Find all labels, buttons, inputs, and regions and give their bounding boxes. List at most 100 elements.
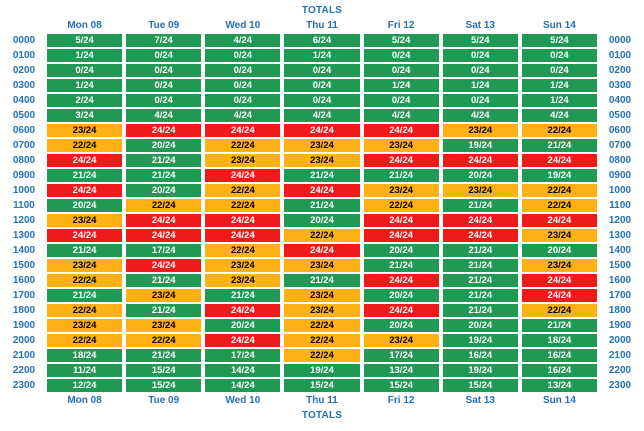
heatmap-cell: 21/24	[205, 289, 281, 302]
heatmap-cell: 21/24	[442, 274, 518, 287]
row-label-left: 0400	[12, 95, 36, 106]
heatmap-cell: 24/24	[363, 304, 439, 317]
heatmap-cell: 15/24	[284, 379, 360, 392]
row-label-right: 2000	[608, 335, 632, 346]
heatmap-cell: 24/24	[521, 214, 597, 227]
heatmap-cell: 24/24	[205, 229, 281, 242]
row-label-left: 0200	[12, 65, 36, 76]
heatmap-cell: 15/24	[442, 379, 518, 392]
row-label-left: 2000	[12, 335, 36, 346]
row-label-right: 1600	[608, 275, 632, 286]
row-label-right: 1300	[608, 230, 632, 241]
corner-spacer	[5, 393, 43, 408]
heatmap-cell: 22/24	[284, 319, 360, 332]
heatmap-cell: 22/24	[521, 184, 597, 197]
row-label-left: 0100	[12, 50, 36, 61]
heatmap-cell: 20/24	[126, 139, 202, 152]
heatmap-cell: 21/24	[442, 289, 518, 302]
heatmap-cell: 23/24	[363, 184, 439, 197]
heatmap-cell: 23/24	[47, 319, 123, 332]
heatmap-cell: 21/24	[284, 169, 360, 182]
heatmap-cell: 24/24	[284, 184, 360, 197]
row-label-right: 0600	[608, 125, 632, 136]
heatmap-cell: 24/24	[47, 229, 123, 242]
heatmap-cell: 24/24	[363, 154, 439, 167]
heatmap-cell: 21/24	[363, 169, 439, 182]
heatmap-cell: 20/24	[521, 244, 597, 257]
row-label-right: 1800	[608, 305, 632, 316]
heatmap-cell: 24/24	[47, 154, 123, 167]
heatmap-cell: 24/24	[363, 274, 439, 287]
corner-spacer	[601, 393, 639, 408]
heatmap-cell: 23/24	[442, 124, 518, 137]
heatmap-cell: 22/24	[126, 199, 202, 212]
heatmap-cell: 17/24	[205, 349, 281, 362]
heatmap-cell: 23/24	[284, 289, 360, 302]
heatmap-cell: 23/24	[47, 214, 123, 227]
row-label-left: 0900	[12, 170, 36, 181]
heatmap-cell: 22/24	[284, 334, 360, 347]
heatmap-cell: 21/24	[363, 259, 439, 272]
heatmap-cell: 22/24	[205, 199, 281, 212]
row-label-left: 2300	[12, 380, 36, 391]
heatmap-cell: 15/24	[126, 379, 202, 392]
row-label-left: 1800	[12, 305, 36, 316]
column-footer: Fri 12	[387, 395, 415, 406]
heatmap-cell: 1/24	[47, 79, 123, 92]
row-label-left: 0500	[12, 110, 36, 121]
heatmap-cell: 15/24	[126, 364, 202, 377]
heatmap-cell: 0/24	[521, 64, 597, 77]
heatmap-cell: 16/24	[521, 364, 597, 377]
heatmap-cell: 20/24	[442, 319, 518, 332]
heatmap-cell: 21/24	[126, 349, 202, 362]
heatmap-cell: 4/24	[205, 109, 281, 122]
heatmap-cell: 20/24	[363, 319, 439, 332]
heatmap-cell: 24/24	[442, 229, 518, 242]
row-label-right: 0700	[608, 140, 632, 151]
heatmap-cell: 24/24	[521, 154, 597, 167]
heatmap-cell: 23/24	[521, 229, 597, 242]
heatmap-cell: 0/24	[363, 49, 439, 62]
heatmap-cell: 0/24	[442, 49, 518, 62]
heatmap-cell: 22/24	[47, 139, 123, 152]
heatmap-cell: 16/24	[521, 349, 597, 362]
heatmap-cell: 22/24	[47, 274, 123, 287]
row-label-left: 1200	[12, 215, 36, 226]
heatmap-cell: 23/24	[205, 259, 281, 272]
heatmap-cell: 15/24	[363, 379, 439, 392]
heatmap-cell: 0/24	[284, 79, 360, 92]
heatmap-cell: 23/24	[284, 139, 360, 152]
heatmap-cell: 13/24	[521, 379, 597, 392]
heatmap-cell: 22/24	[205, 244, 281, 257]
row-label-left: 0600	[12, 125, 36, 136]
heatmap-cell: 0/24	[47, 64, 123, 77]
row-label-left: 1600	[12, 275, 36, 286]
heatmap-cell: 2/24	[47, 94, 123, 107]
heatmap-cell: 24/24	[363, 214, 439, 227]
column-header: Thu 11	[306, 20, 338, 31]
heatmap-cell: 24/24	[284, 124, 360, 137]
row-label-left: 0800	[12, 155, 36, 166]
heatmap-cell: 4/24	[363, 109, 439, 122]
heatmap-cell: 21/24	[521, 139, 597, 152]
row-label-right: 0900	[608, 170, 632, 181]
heatmap-cell: 22/24	[205, 184, 281, 197]
heatmap-cell: 0/24	[284, 94, 360, 107]
row-label-right: 0100	[608, 50, 632, 61]
heatmap-cell: 3/24	[47, 109, 123, 122]
heatmap-cell: 24/24	[521, 274, 597, 287]
heatmap-cell: 23/24	[442, 184, 518, 197]
heatmap-cell: 24/24	[47, 184, 123, 197]
heatmap-cell: 19/24	[442, 364, 518, 377]
heatmap-cell: 11/24	[47, 364, 123, 377]
row-label-right: 0000	[608, 35, 632, 46]
heatmap-cell: 20/24	[363, 244, 439, 257]
heatmap-cell: 4/24	[284, 109, 360, 122]
row-label-right: 2200	[608, 365, 632, 376]
heatmap-cell: 1/24	[521, 94, 597, 107]
heatmap-cell: 16/24	[442, 349, 518, 362]
row-label-right: 0400	[608, 95, 632, 106]
totals-title-top: TOTALS	[301, 5, 343, 16]
heatmap-cell: 24/24	[205, 214, 281, 227]
heatmap-cell: 24/24	[205, 304, 281, 317]
